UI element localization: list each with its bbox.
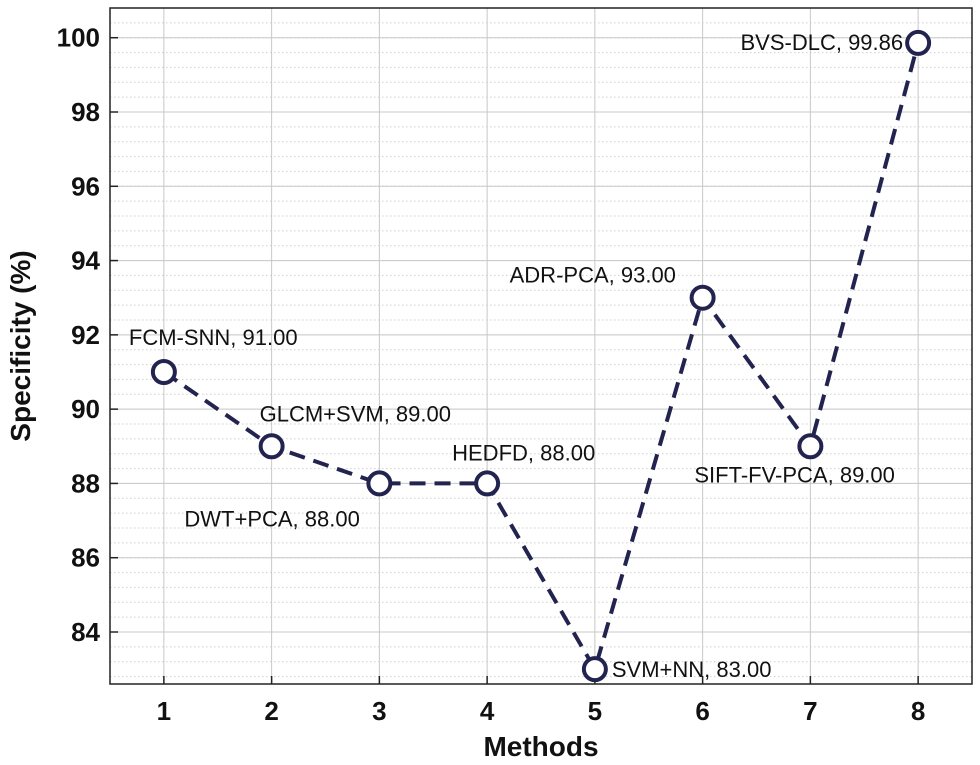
data-label: DWT+PCA, 88.00 xyxy=(184,506,359,531)
data-point-marker xyxy=(797,433,824,460)
data-point-marker xyxy=(150,359,177,385)
x-tick-label: 3 xyxy=(372,696,386,726)
y-tick-label: 92 xyxy=(71,320,100,350)
data-point-marker xyxy=(258,433,285,460)
x-tick-label: 1 xyxy=(157,696,171,726)
y-tick-label: 96 xyxy=(71,171,100,201)
series-line xyxy=(162,42,921,675)
data-label: SIFT-FV-PCA, 89.00 xyxy=(694,462,895,487)
data-point-marker xyxy=(905,29,932,56)
y-tick-label: 90 xyxy=(71,394,100,424)
point-labels: FCM-SNN, 91.00 GLCM+SVM, 89.00 DWT+PCA, 88… xyxy=(129,30,903,682)
major-gridlines xyxy=(110,8,972,684)
data-label: BVS-DLC, 99.86 xyxy=(740,30,903,55)
data-label: HEDFD, 88.00 xyxy=(452,440,595,465)
axis-ticks: 84 86 88 90 92 94 96 98 100 1 2 3 4 5 6 7 8 xyxy=(57,23,926,726)
x-tick-label: 8 xyxy=(911,696,925,726)
plot-area-frame xyxy=(109,7,973,685)
y-tick-label: 88 xyxy=(71,468,100,498)
data-label: FCM-SNN, 91.00 xyxy=(129,325,298,350)
series-group xyxy=(150,29,932,683)
data-label: ADR-PCA, 93.00 xyxy=(510,263,676,288)
x-tick-label: 6 xyxy=(695,696,709,726)
x-tick-label: 7 xyxy=(803,696,817,726)
data-point-marker xyxy=(366,470,393,497)
x-tick-label: 2 xyxy=(264,696,278,726)
x-tick-label: 5 xyxy=(588,696,602,726)
y-tick-label: 86 xyxy=(71,543,100,573)
data-label: SVM+NN, 83.00 xyxy=(612,657,772,682)
x-axis-label: Methods xyxy=(483,731,598,762)
y-tick-label: 100 xyxy=(57,23,100,53)
y-tick-label: 98 xyxy=(71,97,100,127)
data-point-marker xyxy=(474,470,501,497)
y-tick-label: 84 xyxy=(71,617,100,647)
y-axis-label: Specificity (%) xyxy=(5,250,36,441)
data-label: GLCM+SVM, 89.00 xyxy=(260,401,451,426)
data-point-marker xyxy=(581,656,608,683)
data-point-marker xyxy=(689,284,716,311)
x-tick-label: 4 xyxy=(480,696,495,726)
y-tick-label: 94 xyxy=(71,246,100,276)
